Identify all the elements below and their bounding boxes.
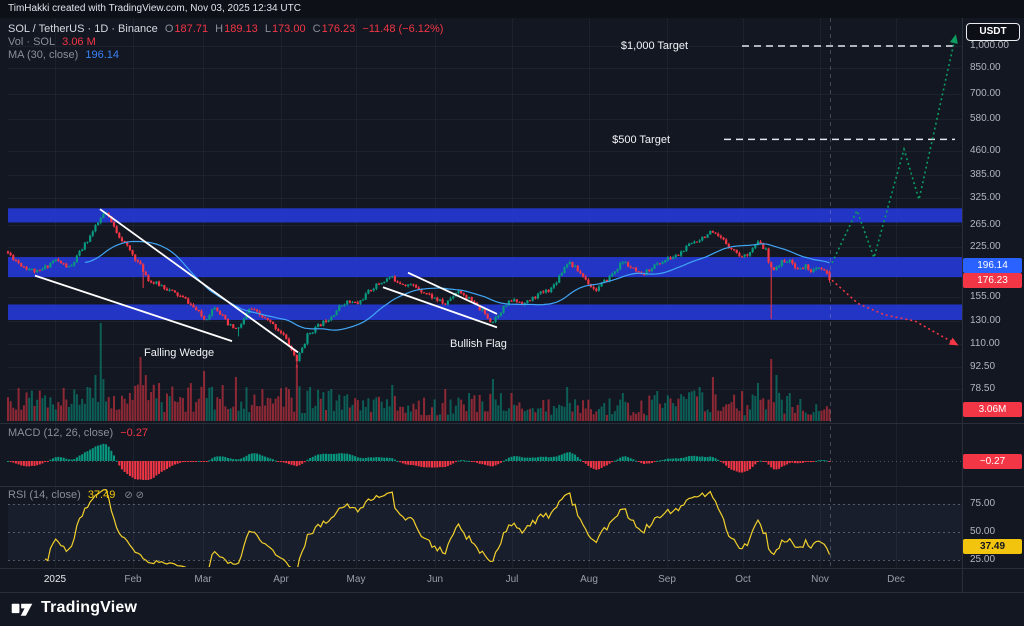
currency-toggle-button[interactable]: USDT [966, 23, 1020, 41]
open-label: O [164, 23, 174, 35]
price-tick-label: 850.00 [970, 61, 1001, 73]
low-value: 173.00 [271, 23, 306, 35]
price-tick-label: 155.00 [970, 291, 1001, 303]
time-tick-label: Oct [735, 574, 751, 585]
price-tick-label: 460.00 [970, 144, 1001, 156]
time-tick-label: Dec [887, 574, 905, 585]
volume-badge: 3.06M [963, 402, 1022, 417]
time-tick-label: Jul [505, 574, 519, 585]
close-value: 176.23 [321, 23, 356, 35]
open-value: 187.71 [174, 23, 209, 35]
time-tick-label: Mar [194, 574, 212, 585]
time-tick-label: Aug [580, 574, 598, 585]
attribution-text: TimHakki created with TradingView.com, N… [8, 3, 301, 14]
high-label: H [215, 23, 224, 35]
close-label: C [312, 23, 321, 35]
time-tick-label: Apr [273, 574, 289, 585]
volume-value: 3.06 M [62, 36, 96, 48]
tradingview-logo[interactable]: TradingView [10, 596, 137, 620]
price-tick-label: 110.00 [970, 337, 1000, 349]
falling-wedge-label: Falling Wedge [144, 347, 215, 359]
tradingview-logo-text: TradingView [41, 599, 138, 616]
price-tick-label: 78.50 [970, 383, 996, 395]
price-tick-label: 580.00 [970, 113, 1001, 125]
low-label: L [264, 23, 271, 35]
target-1000-label: $1,000 Target [620, 40, 688, 52]
ma-value: 196.14 [85, 49, 120, 61]
rsi-tick-label: 50.00 [970, 526, 996, 537]
attribution-bar: TimHakki created with TradingView.com, N… [0, 0, 1024, 18]
symbol-legend-row: SOL / TetherUS · 1D · Binance O187.71 H1… [8, 23, 447, 35]
time-tick-label: 2025 [43, 574, 67, 585]
macd-legend-row: MACD (12, 26, close) −0.27 [8, 427, 152, 439]
ma-label: MA (30, close) [8, 49, 79, 61]
rsi-badge: 37.49 [963, 539, 1022, 554]
high-value: 189.13 [224, 23, 258, 35]
rsi-hidden-plots-icon: ⊘ ⊘ [124, 490, 144, 501]
price-tick-label: 325.00 [970, 191, 1001, 203]
rsi-label: RSI (14, close) [8, 489, 81, 501]
price-tick-label: 130.00 [970, 315, 1001, 327]
change-value: −11.48 (−6.12%) [362, 23, 444, 35]
time-tick-label: Nov [811, 574, 829, 585]
volume-label: Vol · SOL [8, 36, 56, 48]
price-tick-label: 92.50 [970, 360, 996, 372]
time-tick-label: May [346, 574, 366, 585]
tradingview-logo-icon [11, 603, 33, 616]
price-tick-label: 1,000.00 [970, 40, 1009, 51]
price-tick-label: 265.00 [970, 219, 1001, 231]
rsi-legend-row: RSI (14, close) 37.49 ⊘ ⊘ [8, 489, 148, 501]
ma-price-badge: 196.14 [963, 258, 1022, 273]
rsi-tick-label: 75.00 [970, 498, 996, 509]
last-price-badge: 176.23 [963, 273, 1022, 288]
volume-legend-row: Vol · SOL 3.06 M [8, 36, 100, 48]
price-tick-label: 385.00 [970, 168, 1001, 180]
macd-value: −0.27 [120, 427, 149, 439]
symbol-title: SOL / TetherUS · 1D · Binance [8, 23, 158, 35]
price-tick-label: 700.00 [970, 88, 1001, 100]
price-tick-label: 225.00 [970, 241, 1001, 253]
bullish-flag-label: Bullish Flag [450, 338, 507, 350]
time-tick-label: Jun [426, 574, 444, 585]
macd-label: MACD (12, 26, close) [8, 427, 114, 439]
time-tick-label: Feb [124, 574, 142, 585]
macd-badge: −0.27 [963, 454, 1022, 469]
rsi-value: 37.49 [87, 489, 116, 501]
ma-legend-row: MA (30, close) 196.14 [8, 49, 123, 61]
target-500-label: $500 Target [612, 134, 670, 146]
rsi-tick-label: 25.00 [970, 554, 996, 565]
time-tick-label: Sep [658, 574, 676, 585]
